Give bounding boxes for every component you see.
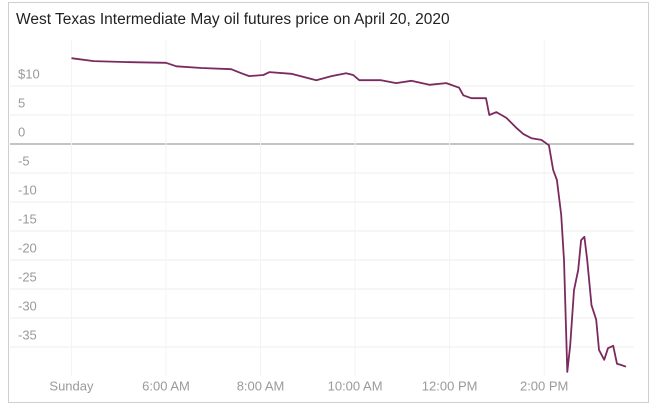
y-tick-label: -15: [18, 211, 37, 226]
y-tick-label: -20: [18, 240, 37, 255]
price-line: [71, 57, 627, 373]
y-tick-label: $10: [18, 66, 40, 81]
x-tick-label: 6:00 AM: [142, 378, 190, 393]
y-tick-label: 5: [18, 95, 25, 110]
chart-title: West Texas Intermediate May oil futures …: [16, 11, 450, 28]
x-tick-label: Sunday: [49, 378, 94, 393]
x-tick-label: 2:00 PM: [520, 378, 568, 393]
chart-frame: [8, 2, 649, 403]
y-tick-label: -5: [18, 153, 30, 168]
x-tick-label: 8:00 AM: [237, 378, 285, 393]
y-tick-label: 0: [18, 124, 25, 139]
y-tick-label: -35: [18, 327, 37, 342]
y-tick-label: -30: [18, 298, 37, 313]
y-tick-label: -10: [18, 182, 37, 197]
x-tick-label: 12:00 PM: [422, 378, 478, 393]
x-tick-label: 10:00 AM: [328, 378, 383, 393]
y-tick-label: -25: [18, 269, 37, 284]
